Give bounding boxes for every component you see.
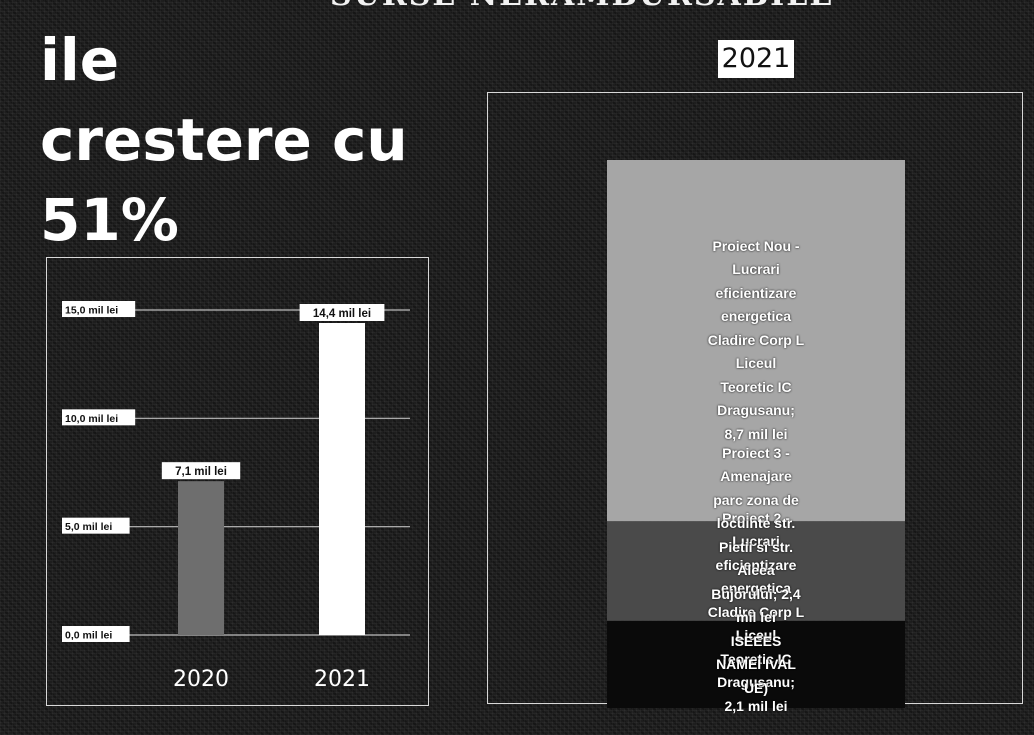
y-tick-label-bg xyxy=(62,626,130,642)
x-tick-label: 2020 xyxy=(173,667,229,692)
data-label-bg xyxy=(161,462,241,480)
stack-segment-1 xyxy=(607,620,905,708)
headline-line-3: 51% xyxy=(40,186,179,254)
data-label: 7,1 mil lei xyxy=(175,466,227,478)
headline-line-1: ile xyxy=(40,26,120,94)
bar-2020 xyxy=(178,481,224,635)
y-tick-label: 0,0 mil lei xyxy=(65,630,112,642)
y-tick-label: 15,0 mil lei xyxy=(65,305,118,317)
top-cut-heading: SURSE NERAMBURSABILE xyxy=(330,0,850,8)
y-tick-label-bg xyxy=(62,409,136,426)
y-tick-label: 5,0 mil lei xyxy=(65,521,112,533)
stack-segment-2 xyxy=(607,521,905,621)
y-tick-label: 10,0 mil lei xyxy=(65,413,118,425)
stacked-chart-title: 2021 xyxy=(718,40,794,78)
y-tick-label-bg xyxy=(62,517,130,534)
y-tick-label-bg xyxy=(62,301,136,317)
headline: ile crestere cu 51% xyxy=(40,20,440,260)
x-tick-label: 2021 xyxy=(314,667,370,692)
data-label: 14,4 mil lei xyxy=(313,308,371,320)
bar-chart-frame xyxy=(46,257,429,706)
headline-line-2: crestere cu xyxy=(40,106,408,174)
bar-2021 xyxy=(319,323,365,635)
data-label-bg xyxy=(299,304,385,321)
stack-segment-3 xyxy=(607,160,905,522)
